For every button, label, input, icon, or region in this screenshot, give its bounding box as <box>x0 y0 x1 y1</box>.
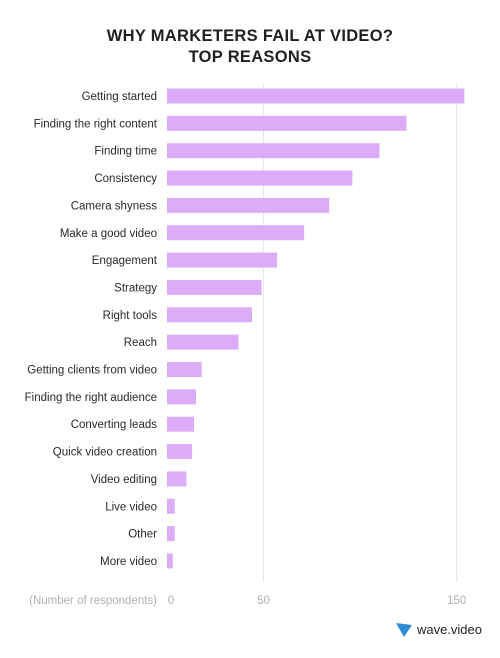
category-label: Converting leads <box>71 419 158 431</box>
bar <box>167 498 175 514</box>
title-line: WHY MARKETERS FAIL AT VIDEO? <box>106 27 394 45</box>
bar <box>167 307 252 323</box>
x-axis-ticks: (Number of respondents) 0 50 150 <box>29 595 466 607</box>
bar <box>167 471 187 487</box>
x-tick-label: 150 <box>447 595 466 607</box>
brand-name: wave.video <box>416 622 482 637</box>
subtitle-line: TOP REASONS <box>188 48 312 66</box>
category-label: Getting started <box>82 91 157 103</box>
wave-logo-icon <box>395 622 412 637</box>
category-label: Camera shyness <box>71 200 158 212</box>
category-label: Other <box>128 529 157 541</box>
category-label: Quick video creation <box>53 447 157 459</box>
chart-title: WHY MARKETERS FAIL AT VIDEO? TOP REASONS <box>0 26 500 68</box>
category-label: Consistency <box>94 173 157 185</box>
bar <box>167 115 407 131</box>
bar <box>167 170 353 186</box>
bar <box>167 526 175 542</box>
x-tick-label: 0 <box>168 595 174 607</box>
bar <box>167 389 196 405</box>
bar <box>167 334 239 350</box>
bar <box>167 88 465 104</box>
bar <box>167 143 380 159</box>
category-label: Finding the right audience <box>25 392 157 404</box>
category-label: Right tools <box>103 310 158 322</box>
bars <box>167 88 465 569</box>
bar <box>167 279 262 295</box>
category-label: Finding time <box>94 146 157 158</box>
bar <box>167 362 202 377</box>
bar <box>167 553 173 569</box>
bar <box>167 416 195 432</box>
category-label: Engagement <box>92 255 158 267</box>
category-label: Finding the right content <box>34 118 158 130</box>
bar <box>167 444 193 460</box>
x-tick-label: 50 <box>257 595 270 607</box>
brand-logo[interactable]: wave.video <box>395 622 482 637</box>
category-labels: Getting started Finding the right content… <box>25 91 158 568</box>
x-axis-label: (Number of respondents) <box>29 595 157 607</box>
category-label: Video editing <box>91 474 157 486</box>
category-label: Make a good video <box>60 228 157 240</box>
category-label: Getting clients from video <box>27 365 157 377</box>
category-label: Live video <box>105 501 157 513</box>
category-label: More video <box>100 556 157 568</box>
bar <box>167 197 330 213</box>
category-label: Reach <box>124 337 157 349</box>
bar <box>167 252 278 268</box>
grid-lines <box>263 84 458 582</box>
category-label: Strategy <box>114 282 157 294</box>
bar <box>167 225 305 241</box>
